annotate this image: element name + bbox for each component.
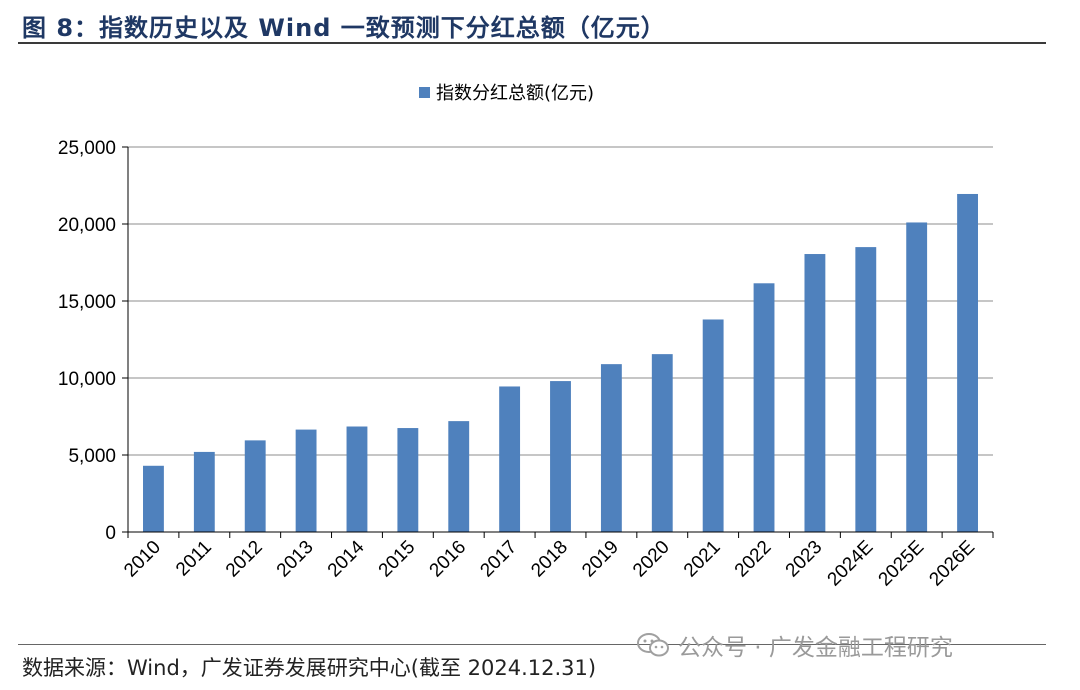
bar xyxy=(244,440,266,532)
bar xyxy=(295,429,317,532)
bar xyxy=(600,364,622,532)
x-tick-label: 2019 xyxy=(578,537,623,582)
x-tick-label: 2023 xyxy=(782,537,827,582)
watermark-text: 公众号 · 广发金融工程研究 xyxy=(678,635,953,661)
y-tick-label: 0 xyxy=(105,523,116,544)
figure-title: 图 8：指数历史以及 Wind 一致预测下分红总额（亿元） xyxy=(22,14,666,42)
legend-label: 指数分红总额(亿元) xyxy=(436,83,594,104)
x-tick-label: 2014 xyxy=(324,536,369,581)
y-tick-label: 5,000 xyxy=(68,446,116,467)
x-tick-label: 2024E xyxy=(824,537,878,591)
x-tick-label: 2015 xyxy=(375,537,420,582)
title-divider xyxy=(18,42,1046,44)
y-axis-ticks: 0 5,000 10,000 15,000 20,000 25,000 xyxy=(58,138,993,544)
footer-divider xyxy=(18,644,1046,645)
bar xyxy=(193,451,215,532)
bar xyxy=(550,381,571,532)
y-tick-label: 20,000 xyxy=(58,215,116,236)
bar xyxy=(855,247,877,532)
x-tick-label: 2017 xyxy=(476,537,521,582)
x-tick-label: 2025E xyxy=(875,537,929,591)
bars xyxy=(143,193,978,532)
x-tick-label: 2021 xyxy=(680,537,725,582)
bar xyxy=(651,354,673,532)
x-tick-label: 2020 xyxy=(629,537,674,582)
bar xyxy=(702,319,724,532)
legend: 指数分红总额(亿元) xyxy=(419,83,594,104)
x-tick-label: 2012 xyxy=(222,537,267,582)
watermark: 公众号 · 广发金融工程研究 xyxy=(636,628,953,662)
x-tick-label: 2010 xyxy=(120,537,165,582)
bar xyxy=(499,386,521,532)
y-tick-label: 25,000 xyxy=(58,138,116,159)
source-note: 数据来源：Wind，广发证券发展研究中心(截至 2024.12.31) xyxy=(22,656,597,680)
bar xyxy=(448,421,470,532)
bar xyxy=(906,222,928,532)
legend-swatch xyxy=(419,87,430,98)
y-tick-label: 10,000 xyxy=(58,369,116,390)
x-tick-label: 2026E xyxy=(925,537,979,591)
bar xyxy=(957,193,978,532)
bar xyxy=(143,465,164,532)
wechat-icon xyxy=(637,633,669,657)
bar xyxy=(397,428,419,532)
bar xyxy=(804,254,826,532)
x-axis-ticks: 2010 2011 2012 2013 2014 2015 2016 2017 2018 2019… xyxy=(120,532,994,591)
x-tick-label: 2018 xyxy=(527,537,572,582)
y-tick-label: 15,000 xyxy=(58,292,116,313)
x-tick-label: 2016 xyxy=(426,537,471,582)
x-tick-label: 2013 xyxy=(273,537,318,582)
bar xyxy=(346,426,368,532)
x-tick-label: 2011 xyxy=(172,537,216,581)
bar xyxy=(753,283,775,532)
x-tick-label: 2022 xyxy=(731,537,776,582)
